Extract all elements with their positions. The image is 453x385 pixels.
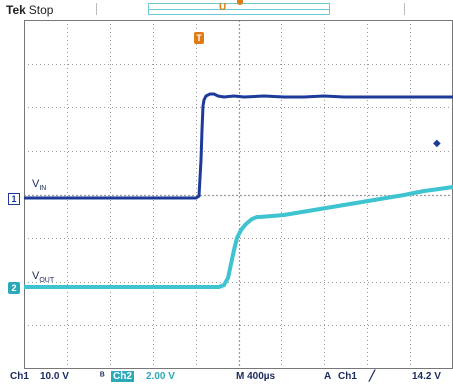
top-divider (96, 3, 97, 15)
trigger-slope-icon: ╱ (369, 371, 376, 382)
vout-label-sub: OUT (39, 277, 55, 285)
vin-label: VIN (32, 178, 46, 192)
acquisition-state: Stop (28, 3, 54, 17)
ch2-scale: 2.00 V (146, 371, 175, 382)
ch2-label: Ch2 (111, 371, 134, 382)
ch1-label: Ch1 (10, 371, 29, 382)
trigger-level-arrow: ◆ (433, 138, 441, 149)
record-marker: U (219, 2, 227, 13)
vout-label-main: V (32, 270, 40, 282)
record-bar-line (149, 9, 329, 10)
vout-label: VOUT (32, 270, 54, 284)
top-divider-right (404, 3, 405, 15)
ch2-ground-marker[interactable]: 2 (8, 282, 20, 294)
ch1-ground-marker[interactable]: 1 (8, 193, 20, 205)
trigger-position-marker: T (194, 32, 204, 44)
ch2-bw-icon: ᴮ (100, 371, 105, 382)
trigger-mode: A (324, 371, 332, 382)
ch1-trace (24, 92, 453, 200)
ch2-trace (24, 185, 453, 289)
ch1-scale: 10.0 V (40, 371, 69, 382)
top-status-bar: Tek Stop U (0, 0, 453, 20)
trigger-top-marker (237, 0, 243, 5)
vin-label-main: V (32, 178, 40, 190)
bottom-status-bar: Ch1 10.0 V ᴮ Ch2 2.00 V M 400µs A Ch1 ╱ … (0, 369, 453, 385)
oscilloscope-screen (24, 20, 453, 369)
graticule-and-traces (24, 20, 453, 369)
trigger-level: 14.2 V (412, 371, 441, 382)
timebase: M 400µs (236, 371, 276, 382)
trigger-source: Ch1 (338, 371, 357, 382)
vin-label-sub: IN (39, 185, 47, 193)
scope-brand: Tek Stop (6, 3, 53, 17)
brand-label: Tek (6, 3, 26, 17)
graticule-border (24, 20, 453, 369)
graticule (24, 20, 453, 369)
